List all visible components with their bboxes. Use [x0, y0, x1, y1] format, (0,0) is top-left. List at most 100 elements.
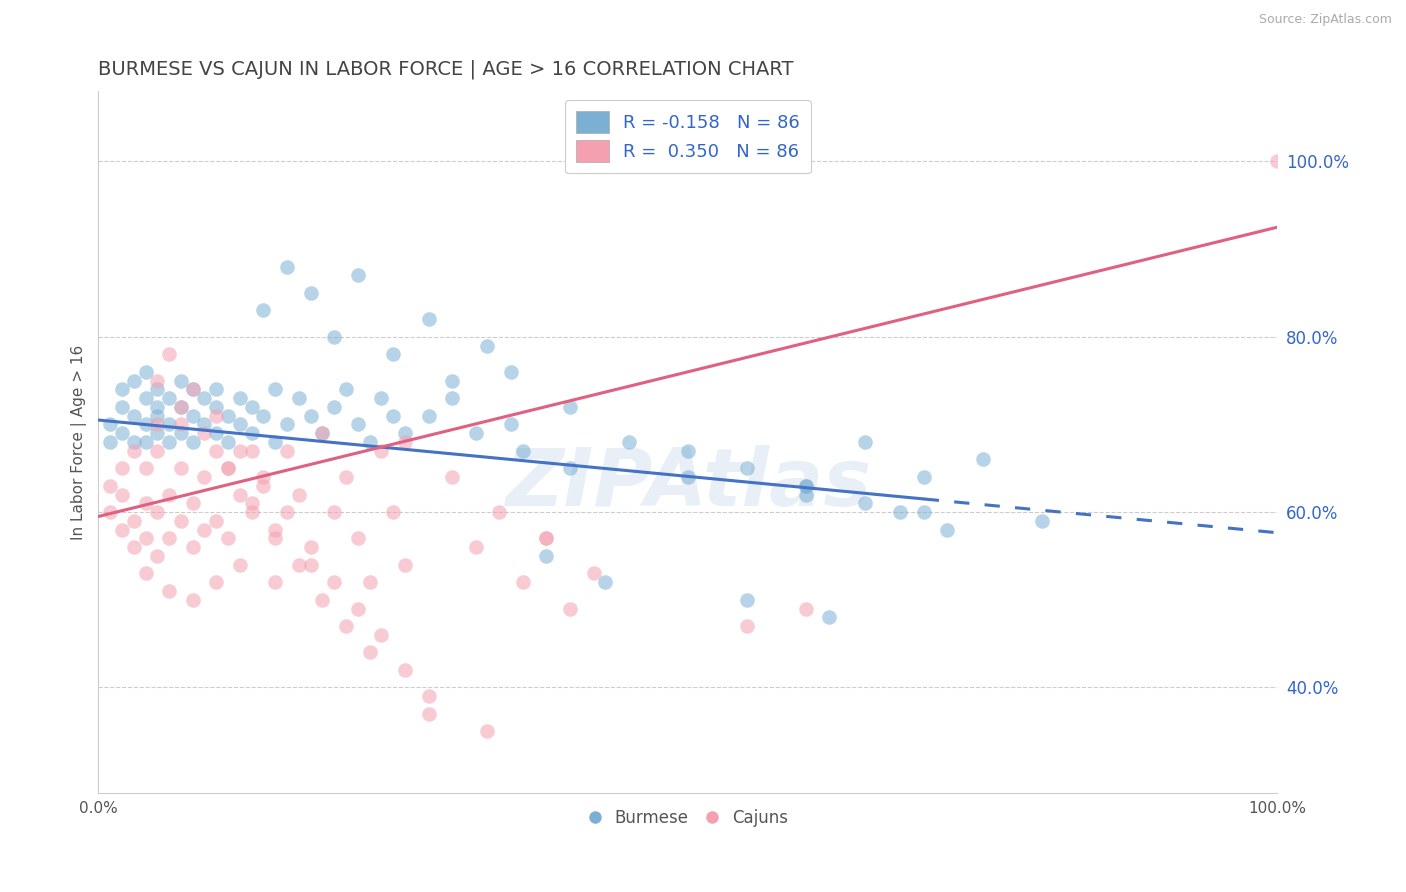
Point	[98, 434, 121, 449]
Point	[240, 443, 263, 458]
Point	[346, 601, 368, 615]
Point	[735, 461, 758, 475]
Point	[111, 382, 134, 396]
Point	[146, 374, 169, 388]
Point	[205, 426, 228, 441]
Point	[512, 443, 534, 458]
Point	[311, 426, 333, 441]
Point	[394, 426, 416, 441]
Point	[170, 426, 193, 441]
Point	[794, 479, 817, 493]
Point	[134, 417, 156, 432]
Point	[205, 443, 228, 458]
Point	[418, 706, 440, 721]
Point	[335, 470, 357, 484]
Point	[240, 496, 263, 510]
Point	[382, 347, 405, 361]
Point	[157, 391, 180, 405]
Y-axis label: In Labor Force | Age > 16: In Labor Force | Age > 16	[72, 344, 87, 540]
Point	[111, 487, 134, 501]
Point	[252, 479, 274, 493]
Point	[595, 575, 617, 590]
Point	[912, 505, 935, 519]
Point	[299, 558, 322, 572]
Point	[170, 514, 193, 528]
Point	[252, 303, 274, 318]
Point	[205, 400, 228, 414]
Point	[477, 338, 499, 352]
Point	[676, 443, 699, 458]
Point	[853, 496, 876, 510]
Point	[229, 391, 252, 405]
Point	[323, 575, 346, 590]
Point	[217, 532, 239, 546]
Point	[323, 400, 346, 414]
Point	[181, 409, 204, 423]
Point	[229, 558, 252, 572]
Point	[181, 540, 204, 554]
Point	[889, 505, 911, 519]
Point	[418, 312, 440, 326]
Point	[418, 409, 440, 423]
Point	[134, 566, 156, 581]
Point	[1031, 514, 1053, 528]
Point	[170, 461, 193, 475]
Point	[134, 532, 156, 546]
Point	[912, 470, 935, 484]
Point	[441, 374, 464, 388]
Point	[146, 426, 169, 441]
Point	[98, 417, 121, 432]
Point	[288, 487, 311, 501]
Point	[111, 523, 134, 537]
Point	[170, 400, 193, 414]
Point	[205, 575, 228, 590]
Point	[464, 426, 486, 441]
Point	[536, 549, 558, 563]
Point	[122, 443, 145, 458]
Point	[441, 470, 464, 484]
Point	[276, 443, 298, 458]
Point	[299, 409, 322, 423]
Point	[276, 417, 298, 432]
Point	[157, 347, 180, 361]
Point	[536, 532, 558, 546]
Point	[346, 532, 368, 546]
Point	[252, 409, 274, 423]
Point	[122, 409, 145, 423]
Point	[229, 443, 252, 458]
Point	[205, 409, 228, 423]
Point	[477, 724, 499, 739]
Point	[229, 487, 252, 501]
Point	[488, 505, 510, 519]
Point	[193, 470, 215, 484]
Point	[323, 330, 346, 344]
Point	[382, 505, 405, 519]
Point	[288, 558, 311, 572]
Text: BURMESE VS CAJUN IN LABOR FORCE | AGE > 16 CORRELATION CHART: BURMESE VS CAJUN IN LABOR FORCE | AGE > …	[98, 60, 794, 79]
Point	[170, 374, 193, 388]
Point	[370, 443, 392, 458]
Point	[288, 391, 311, 405]
Point	[98, 505, 121, 519]
Point	[146, 400, 169, 414]
Point	[134, 461, 156, 475]
Point	[370, 628, 392, 642]
Point	[794, 479, 817, 493]
Point	[146, 417, 169, 432]
Point	[134, 391, 156, 405]
Point	[311, 426, 333, 441]
Point	[499, 365, 522, 379]
Point	[111, 400, 134, 414]
Point	[193, 391, 215, 405]
Point	[1267, 154, 1289, 169]
Point	[217, 409, 239, 423]
Point	[157, 584, 180, 599]
Point	[217, 461, 239, 475]
Point	[299, 285, 322, 300]
Point	[264, 575, 287, 590]
Point	[157, 532, 180, 546]
Point	[193, 417, 215, 432]
Point	[217, 461, 239, 475]
Point	[394, 558, 416, 572]
Point	[558, 400, 581, 414]
